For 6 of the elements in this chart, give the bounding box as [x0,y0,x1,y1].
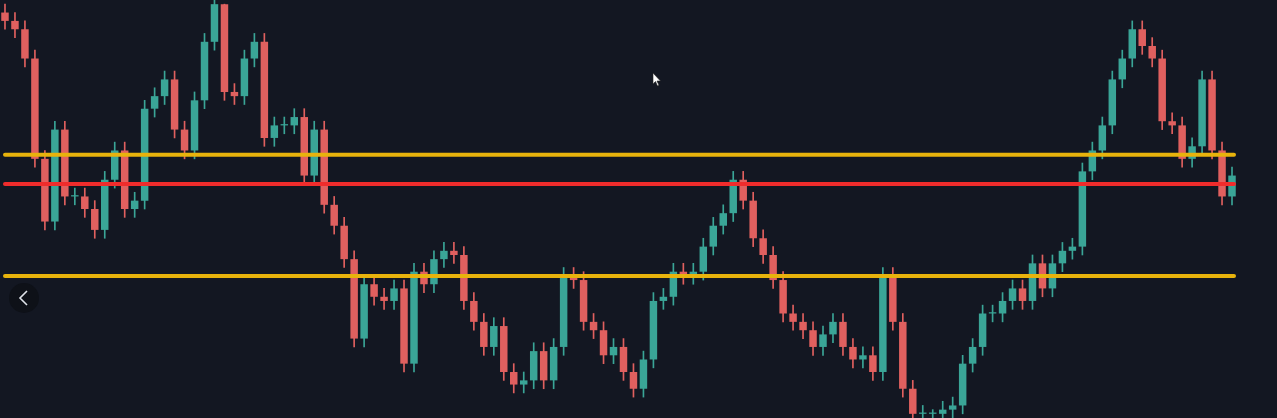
candlestick [938,400,947,418]
candlestick [450,242,458,264]
candlestick [859,346,867,369]
candlestick [380,288,388,310]
candlestick [1168,112,1176,135]
candlestick [948,396,957,418]
